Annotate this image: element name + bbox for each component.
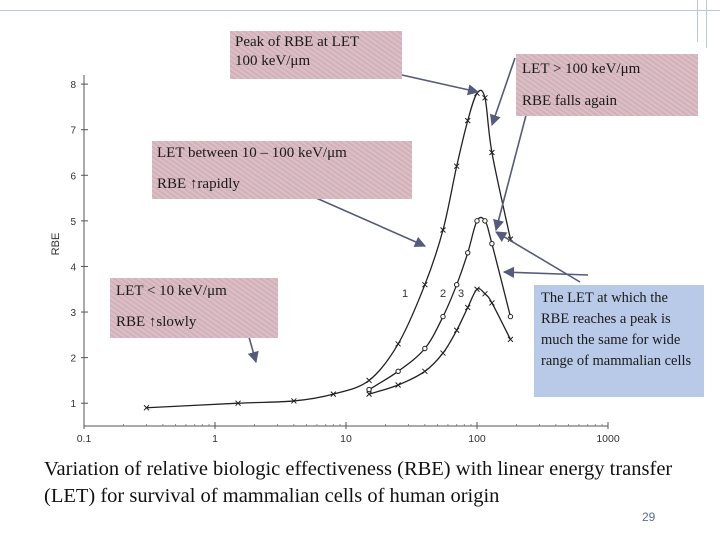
slide-caption: Variation of relative biologic effective… — [44, 458, 673, 507]
callout-below-10: LET < 10 keV/μm RBE ↑slowly — [110, 278, 278, 338]
series-3-point — [474, 286, 480, 293]
series-1-point — [235, 400, 241, 407]
series-1-point — [366, 377, 372, 384]
series-3-point — [453, 327, 460, 334]
callout-between-line2: RBE ↑rapidly — [157, 175, 240, 192]
series-2-point — [440, 313, 446, 320]
y-tick-label: 8 — [70, 80, 76, 91]
series-3-line — [368, 288, 512, 395]
y-tick-label: 3 — [70, 308, 76, 319]
callout-peak-note: The LET at which the RBE reaches a peak … — [534, 285, 704, 397]
series-3-point — [489, 300, 495, 306]
callout-arrow — [489, 57, 516, 127]
series-2-point — [482, 218, 488, 224]
series-1-point — [422, 281, 428, 288]
series-2-label: 2 — [440, 288, 446, 300]
y-tick-label: 2 — [70, 354, 76, 365]
callout-between-line1: LET between 10 – 100 keV/μm — [157, 145, 347, 161]
chart-axes — [83, 75, 608, 427]
series-1-point — [291, 398, 297, 404]
frame-line-right — [697, 0, 698, 42]
x-tick-label: 100 — [468, 433, 486, 445]
series-1-point — [440, 227, 446, 233]
series-3-point — [482, 290, 488, 297]
series-1-label: 1 — [402, 288, 408, 300]
page-number: 29 — [642, 510, 656, 524]
y-tick-label: 1 — [70, 399, 76, 410]
series-3-point — [440, 350, 446, 356]
series-3-label: 3 — [458, 288, 464, 300]
series-1-point — [482, 94, 488, 101]
y-tick-label: 5 — [70, 217, 76, 228]
callout-arrow — [297, 189, 427, 248]
series-2-point — [489, 240, 495, 247]
y-tick-label: 4 — [70, 262, 76, 273]
series-3-point — [422, 368, 428, 375]
x-tick-label: 10 — [340, 433, 352, 445]
series-1-point — [464, 117, 471, 124]
callout-peak-line2: 100 keV/μm — [235, 52, 311, 69]
callout-above-line2: RBE falls again — [522, 92, 617, 109]
callout-note-text: The LET at which the RBE reaches a peak … — [541, 290, 692, 370]
callout-arrow — [493, 99, 531, 232]
series-1-line — [146, 89, 512, 409]
series-1-point — [489, 149, 495, 156]
series-2-point — [395, 368, 401, 374]
series-2-point — [366, 386, 372, 393]
series-3-point — [395, 382, 401, 388]
x-tick-label: 0.1 — [77, 433, 92, 445]
callout-peak-line1: Peak of RBE at LET — [235, 34, 360, 50]
x-tick-label: 1000 — [596, 433, 620, 445]
series-1-point — [143, 404, 150, 411]
series-1-point — [453, 163, 460, 170]
callout-between-10-100: LET between 10 – 100 keV/μm RBE ↑rapidly — [152, 141, 412, 199]
series-3-point — [507, 336, 514, 343]
series-1-point — [330, 391, 337, 397]
callout-above-line1: LET > 100 keV/μm — [522, 61, 641, 77]
callout-below-line2: RBE ↑slowly — [116, 313, 197, 330]
series-3-point — [464, 304, 471, 311]
series-2-point — [507, 313, 514, 320]
x-tick-label: 1 — [212, 433, 218, 445]
series-1-point — [395, 341, 401, 347]
callout-arrow — [502, 266, 589, 278]
series-2-line — [368, 216, 512, 391]
frame-line-right-2 — [706, 0, 707, 48]
series-2-point — [474, 218, 480, 224]
series-3-point — [366, 391, 372, 397]
y-tick-label: 6 — [70, 171, 76, 182]
callout-above-100: LET > 100 keV/μm RBE falls again — [516, 54, 698, 116]
series-2-point — [465, 250, 471, 256]
callout-peak: Peak of RBE at LET 100 keV/μm — [230, 31, 402, 79]
series-2-point — [422, 345, 428, 352]
callout-below-line1: LET < 10 keV/μm — [116, 283, 227, 299]
y-axis-label: RBE — [50, 233, 62, 256]
series-2-point — [454, 281, 460, 288]
y-tick-label: 7 — [70, 126, 76, 137]
frame-line-top — [0, 10, 720, 11]
